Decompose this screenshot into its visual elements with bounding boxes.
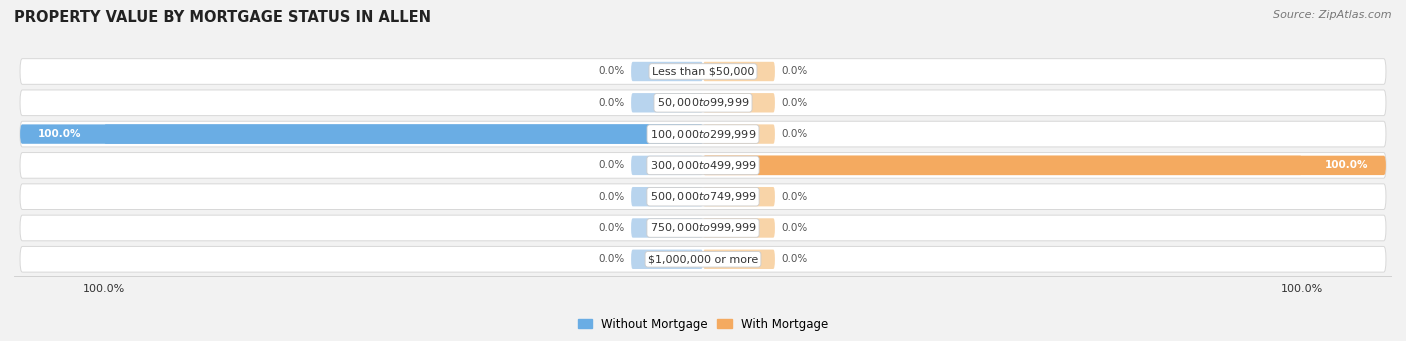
Legend: Without Mortgage, With Mortgage: Without Mortgage, With Mortgage [574, 313, 832, 336]
FancyBboxPatch shape [631, 62, 703, 81]
Text: 100.0%: 100.0% [1324, 160, 1368, 170]
Text: 0.0%: 0.0% [599, 98, 626, 108]
FancyBboxPatch shape [631, 250, 703, 269]
Text: 0.0%: 0.0% [780, 192, 807, 202]
FancyBboxPatch shape [631, 187, 703, 206]
Text: 100.0%: 100.0% [38, 129, 82, 139]
Text: $300,000 to $499,999: $300,000 to $499,999 [650, 159, 756, 172]
Text: 0.0%: 0.0% [780, 66, 807, 76]
Text: PROPERTY VALUE BY MORTGAGE STATUS IN ALLEN: PROPERTY VALUE BY MORTGAGE STATUS IN ALL… [14, 10, 432, 25]
Text: 0.0%: 0.0% [599, 192, 626, 202]
FancyBboxPatch shape [631, 218, 703, 238]
FancyBboxPatch shape [20, 247, 1386, 272]
FancyBboxPatch shape [703, 156, 1302, 175]
FancyBboxPatch shape [703, 218, 775, 238]
FancyBboxPatch shape [703, 250, 775, 269]
Text: Less than $50,000: Less than $50,000 [652, 66, 754, 76]
FancyBboxPatch shape [631, 156, 703, 175]
Text: 0.0%: 0.0% [780, 254, 807, 264]
FancyBboxPatch shape [20, 152, 1386, 178]
Text: 0.0%: 0.0% [599, 254, 626, 264]
Text: $750,000 to $999,999: $750,000 to $999,999 [650, 222, 756, 235]
FancyBboxPatch shape [20, 215, 1386, 241]
FancyBboxPatch shape [703, 93, 775, 113]
Text: 0.0%: 0.0% [780, 223, 807, 233]
FancyBboxPatch shape [703, 187, 775, 206]
FancyBboxPatch shape [20, 184, 1386, 209]
FancyBboxPatch shape [703, 62, 775, 81]
FancyBboxPatch shape [631, 93, 703, 113]
FancyBboxPatch shape [104, 124, 703, 144]
Text: $1,000,000 or more: $1,000,000 or more [648, 254, 758, 264]
FancyBboxPatch shape [703, 124, 775, 144]
Text: 0.0%: 0.0% [780, 98, 807, 108]
Text: 0.0%: 0.0% [599, 66, 626, 76]
Text: 0.0%: 0.0% [599, 160, 626, 170]
Text: Source: ZipAtlas.com: Source: ZipAtlas.com [1274, 10, 1392, 20]
Text: 0.0%: 0.0% [780, 129, 807, 139]
FancyBboxPatch shape [20, 121, 1386, 147]
FancyBboxPatch shape [20, 124, 703, 144]
Text: $100,000 to $299,999: $100,000 to $299,999 [650, 128, 756, 140]
FancyBboxPatch shape [20, 59, 1386, 84]
Text: $500,000 to $749,999: $500,000 to $749,999 [650, 190, 756, 203]
FancyBboxPatch shape [703, 156, 1386, 175]
Text: $50,000 to $99,999: $50,000 to $99,999 [657, 96, 749, 109]
FancyBboxPatch shape [20, 90, 1386, 116]
Text: 0.0%: 0.0% [599, 223, 626, 233]
